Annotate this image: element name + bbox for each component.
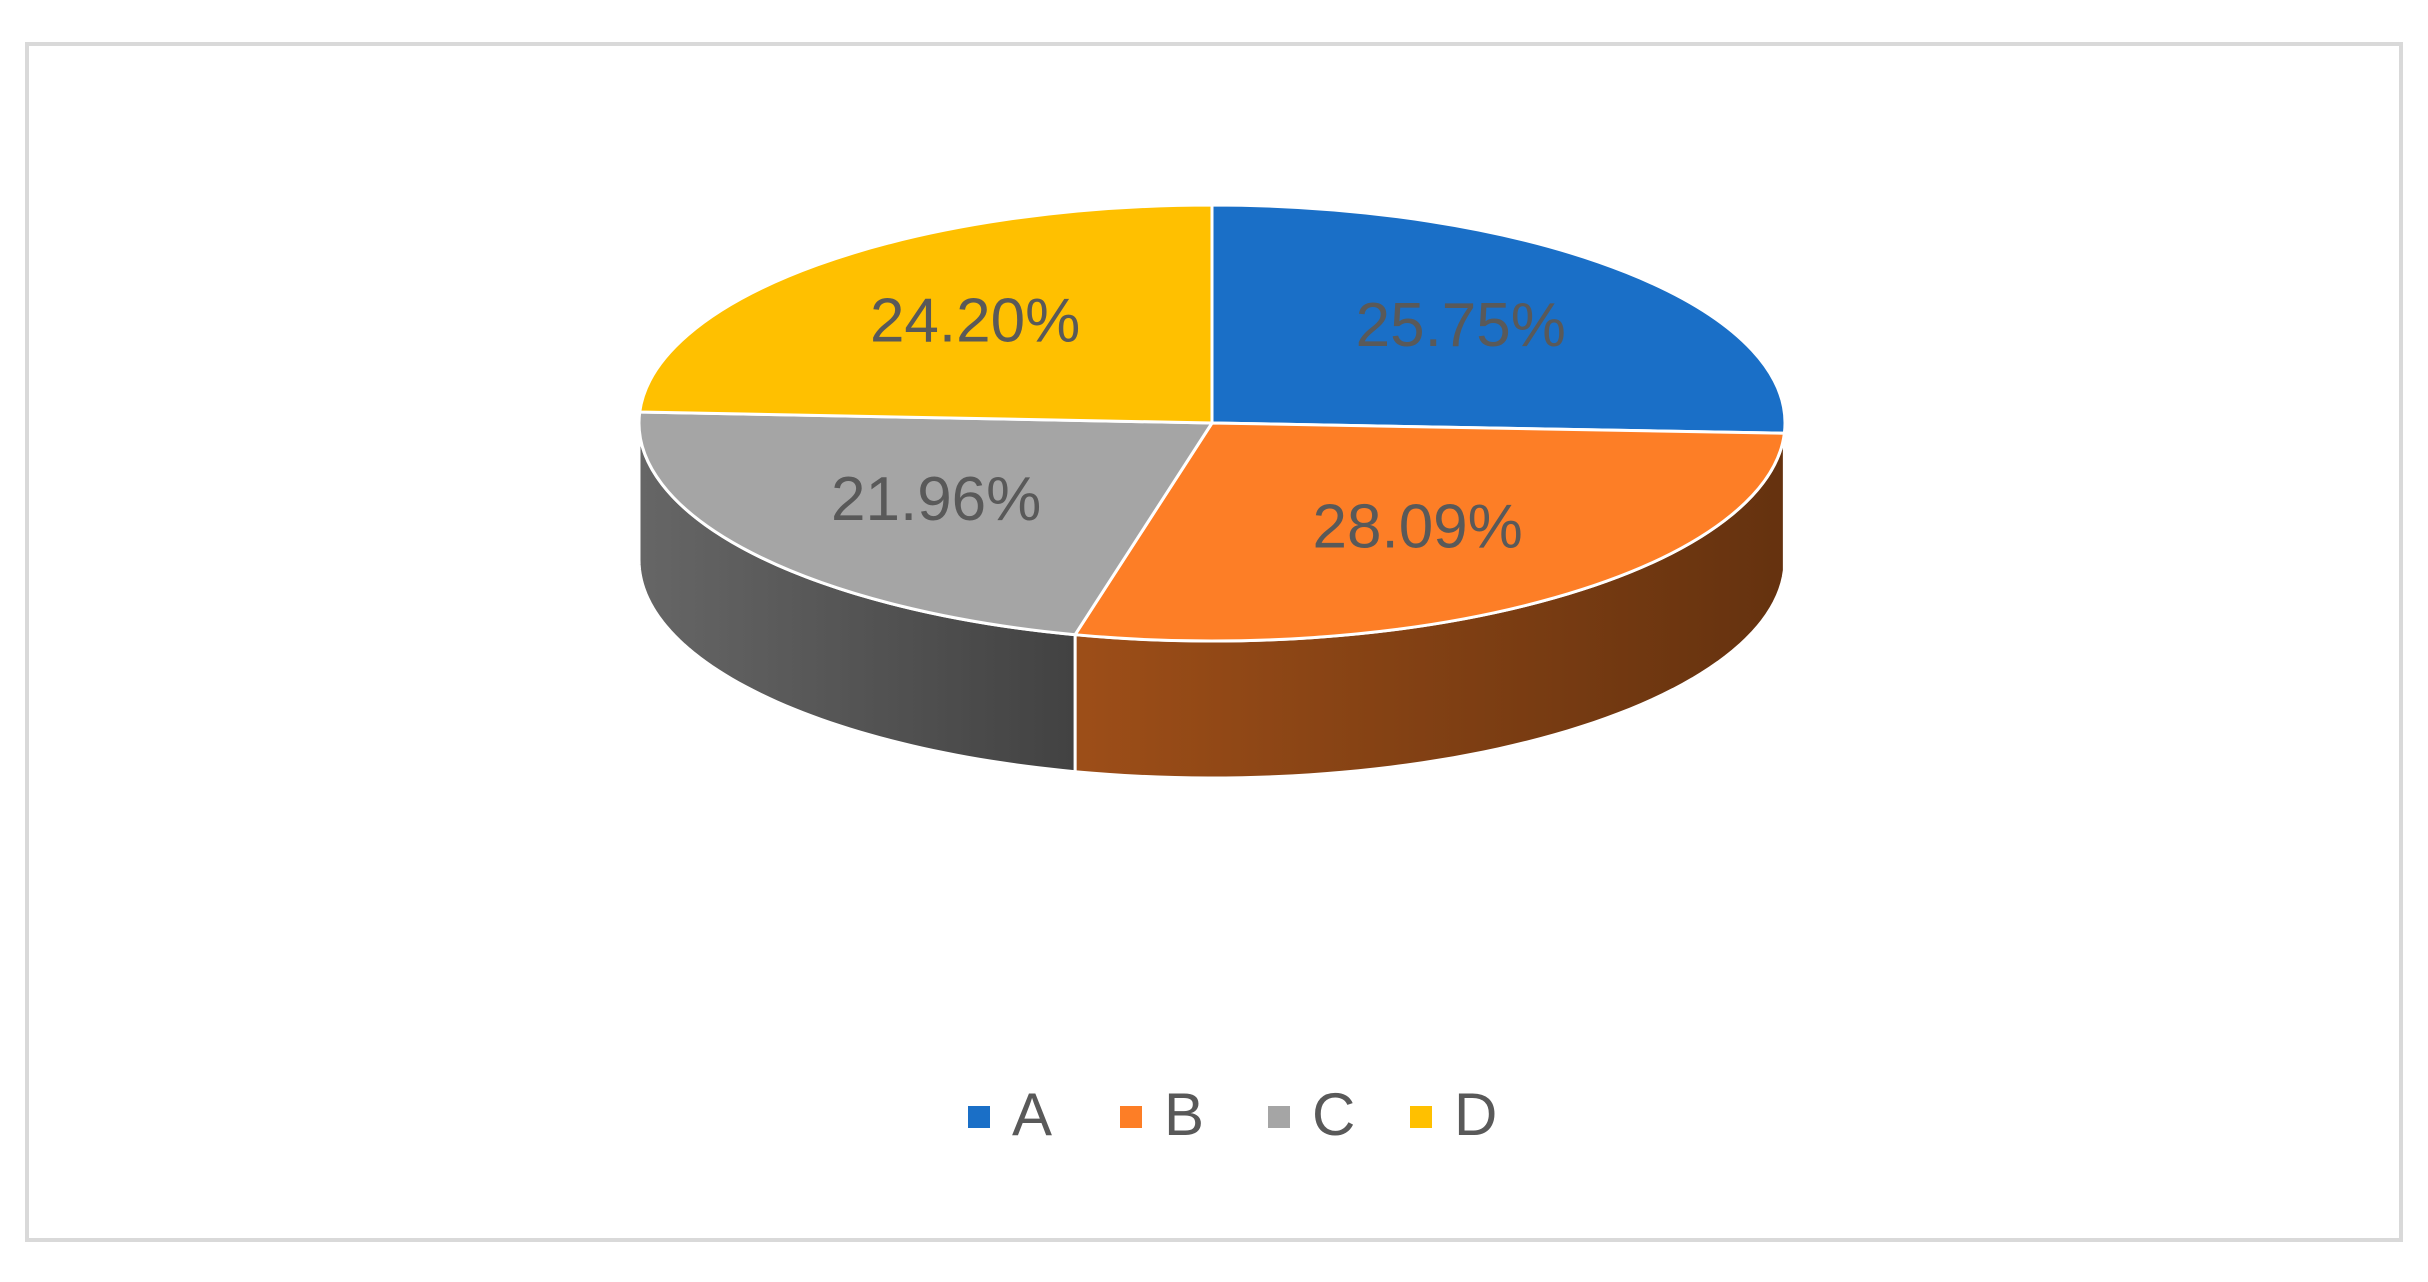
data-label: 21.96%	[831, 465, 1041, 534]
pie-slice	[637, 410, 1215, 637]
pie-slice	[638, 203, 1214, 425]
data-label: 28.09%	[1313, 493, 1523, 562]
legend-swatch	[968, 1106, 990, 1128]
legend-swatch	[1268, 1106, 1290, 1128]
legend-label: D	[1454, 1081, 1497, 1148]
data-label: 24.20%	[870, 286, 1080, 355]
legend-swatch	[1410, 1106, 1432, 1128]
pie-slice	[1210, 203, 1787, 435]
data-label: 25.75%	[1356, 291, 1566, 360]
pie-slice	[1072, 421, 1787, 643]
legend-swatch	[1120, 1106, 1142, 1128]
legend-label: A	[1012, 1081, 1052, 1148]
legend-label: B	[1164, 1081, 1204, 1148]
legend-label: C	[1312, 1081, 1355, 1148]
